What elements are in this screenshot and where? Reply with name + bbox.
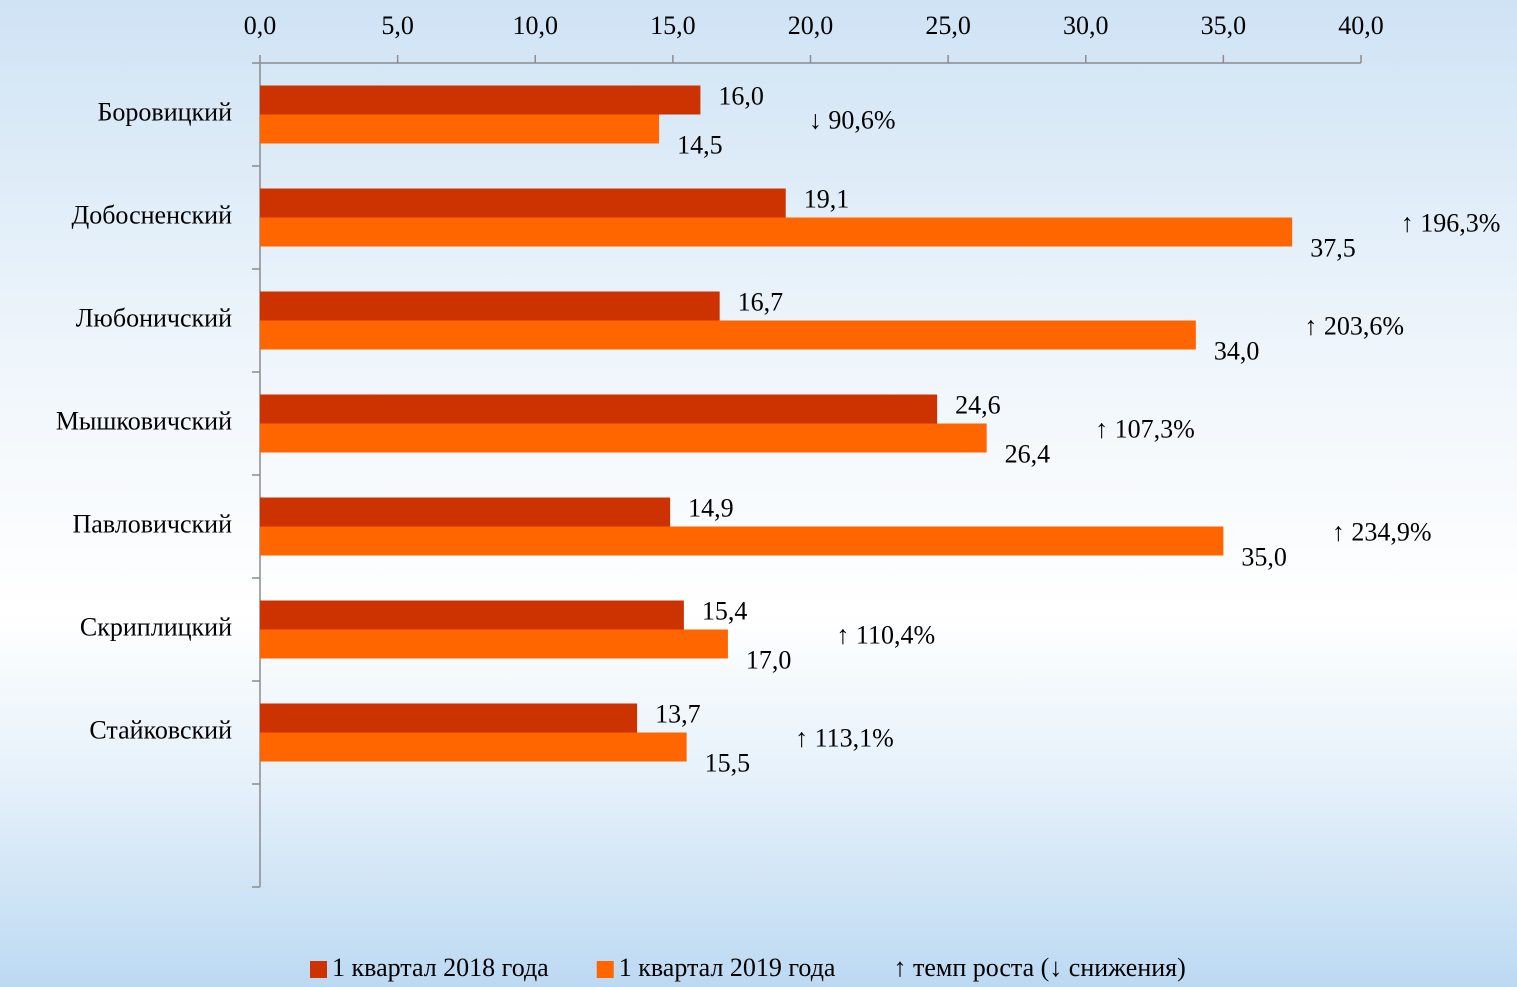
bar (260, 497, 671, 527)
legend-label: 1 квартал 2019 года (619, 953, 836, 982)
value-label: 34,0 (1214, 336, 1260, 365)
value-label: 37,5 (1310, 233, 1356, 262)
bar (260, 85, 701, 115)
bar (260, 114, 660, 144)
value-label: 15,4 (702, 596, 748, 625)
bar (260, 600, 684, 630)
x-tick-label: 30,0 (1063, 11, 1109, 40)
value-label: 14,9 (688, 493, 734, 522)
annotation: ↓ 90,6% (809, 105, 896, 134)
y-tick-label: Мышковичский (56, 406, 232, 435)
bar (260, 423, 987, 453)
annotation: ↑ 110,4% (836, 620, 935, 649)
value-label: 15,5 (705, 748, 751, 777)
value-label: 16,0 (718, 81, 764, 110)
value-label: 17,0 (746, 645, 792, 674)
legend-swatch (596, 961, 614, 978)
annotation: ↑ 196,3% (1401, 208, 1501, 237)
y-tick-label: Добосненский (71, 200, 232, 229)
y-tick-label: Любоничский (76, 303, 232, 332)
value-label: 19,1 (804, 184, 850, 213)
x-tick-label: 10,0 (513, 11, 559, 40)
bar (260, 732, 687, 762)
bar (260, 394, 938, 424)
value-label: 13,7 (655, 699, 701, 728)
legend-label: 1 квартал 2018 года (332, 953, 549, 982)
y-tick-label: Стайковский (89, 715, 232, 744)
bar (260, 291, 720, 321)
x-tick-label: 35,0 (1201, 11, 1247, 40)
bar (260, 217, 1293, 247)
x-tick-label: 5,0 (381, 11, 414, 40)
x-tick-label: 40,0 (1338, 11, 1384, 40)
legend-swatch (310, 961, 327, 978)
annotation: ↑ 107,3% (1095, 414, 1195, 443)
y-tick-label: Павловичский (73, 509, 233, 538)
x-tick-label: 15,0 (650, 11, 696, 40)
value-label: 14,5 (677, 130, 723, 159)
value-label: 26,4 (1005, 439, 1050, 468)
annotation: ↑ 203,6% (1304, 311, 1404, 340)
value-label: 16,7 (738, 287, 784, 316)
y-tick-label: Скриплицкий (80, 612, 232, 641)
value-label: 35,0 (1241, 542, 1287, 571)
annotation: ↑ 113,1% (795, 723, 894, 752)
x-tick-label: 20,0 (788, 11, 834, 40)
y-tick-label: Боровицкий (98, 97, 233, 126)
x-tick-label: 25,0 (925, 11, 971, 40)
bar (260, 629, 728, 659)
bar (260, 703, 638, 733)
x-tick-label: 0,0 (244, 11, 277, 40)
bar (260, 188, 786, 218)
value-label: 24,6 (955, 390, 1001, 419)
bar (260, 320, 1196, 350)
annotation: ↑ 234,9% (1332, 517, 1432, 546)
bar (260, 526, 1224, 556)
legend-note: ↑ темп роста (↓ снижения) (893, 953, 1185, 982)
